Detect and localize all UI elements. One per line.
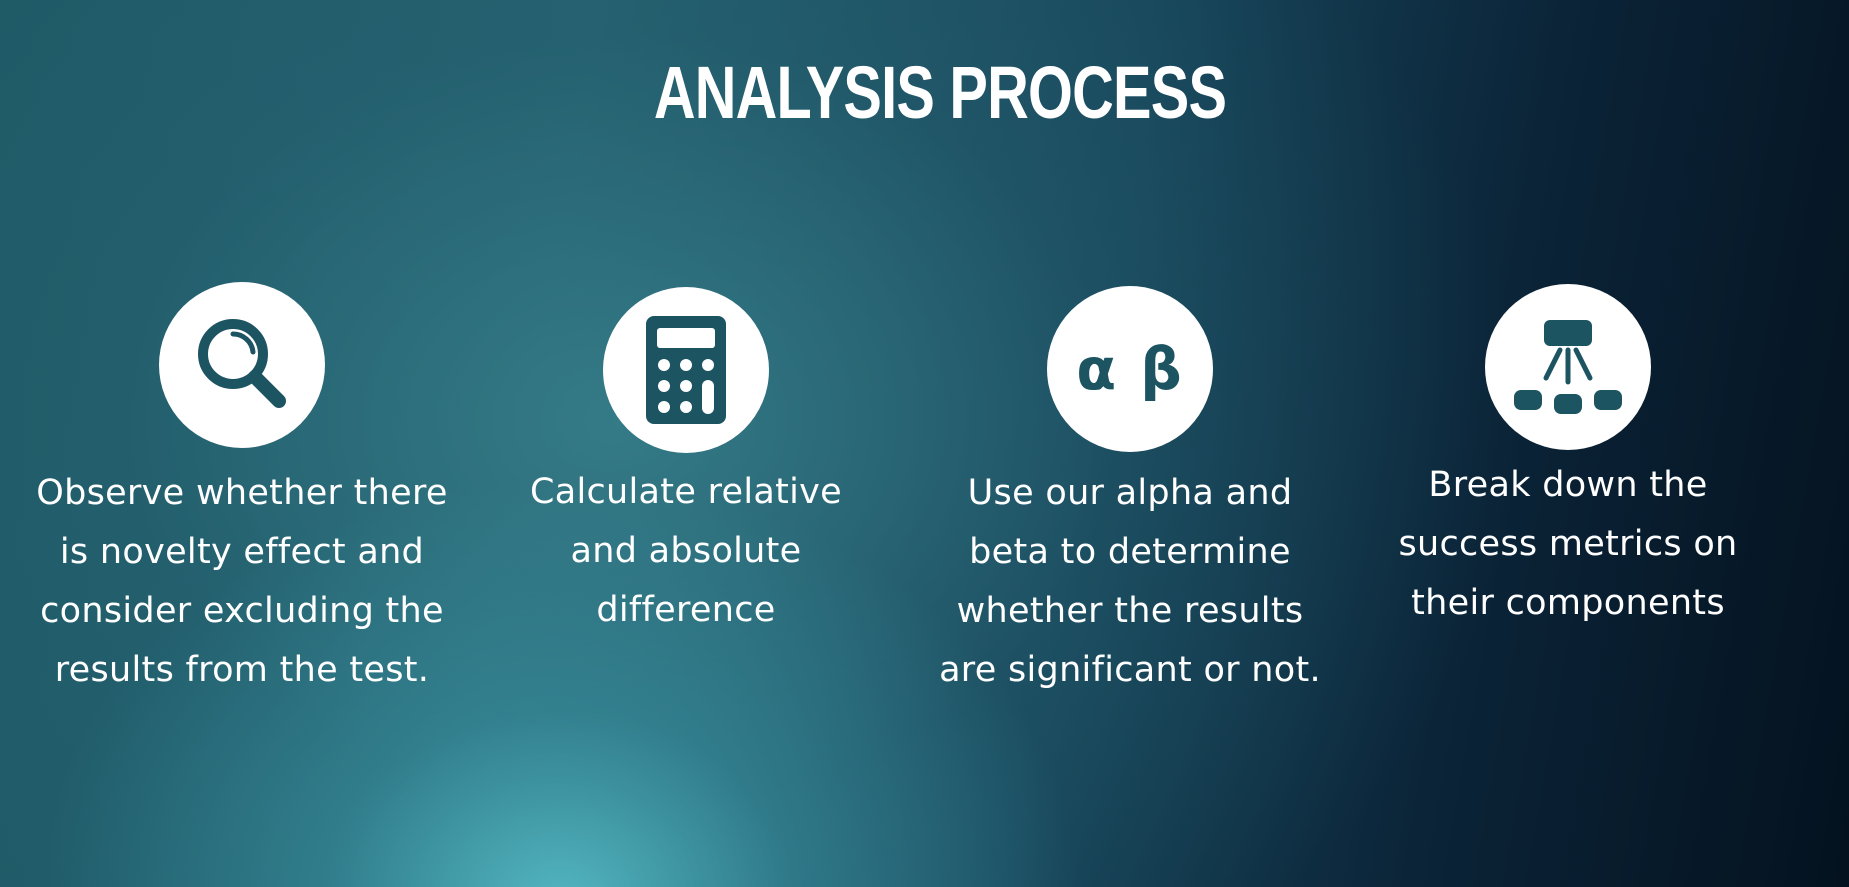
step-observe: Observe whether there is novelty effect … [32, 282, 452, 700]
alpha-beta-icon-circle: α β [1047, 286, 1213, 452]
magnifier-icon-circle [159, 282, 325, 448]
hierarchy-icon-circle [1485, 284, 1651, 450]
magnifier-icon [198, 319, 286, 408]
calculator-icon-circle [603, 287, 769, 453]
step-text: Observe whether there is novelty effect … [36, 473, 448, 690]
alpha-beta-icon: α β [1076, 335, 1184, 403]
step-text: Calculate relative and absolute differen… [529, 472, 842, 630]
step-text: Use our alpha and beta to determine whet… [939, 473, 1321, 690]
step-text: Break down the success metrics on their … [1398, 465, 1738, 623]
hierarchy-icon [1514, 320, 1622, 414]
step-breakdown: Break down the success metrics on their … [1358, 284, 1778, 633]
calculator-icon [646, 316, 726, 424]
page-title: ANALYSIS PROCESS [653, 51, 1227, 134]
step-calculate: Calculate relative and absolute differen… [476, 287, 896, 640]
step-significance: α β Use our alpha and beta to determine … [920, 286, 1340, 700]
